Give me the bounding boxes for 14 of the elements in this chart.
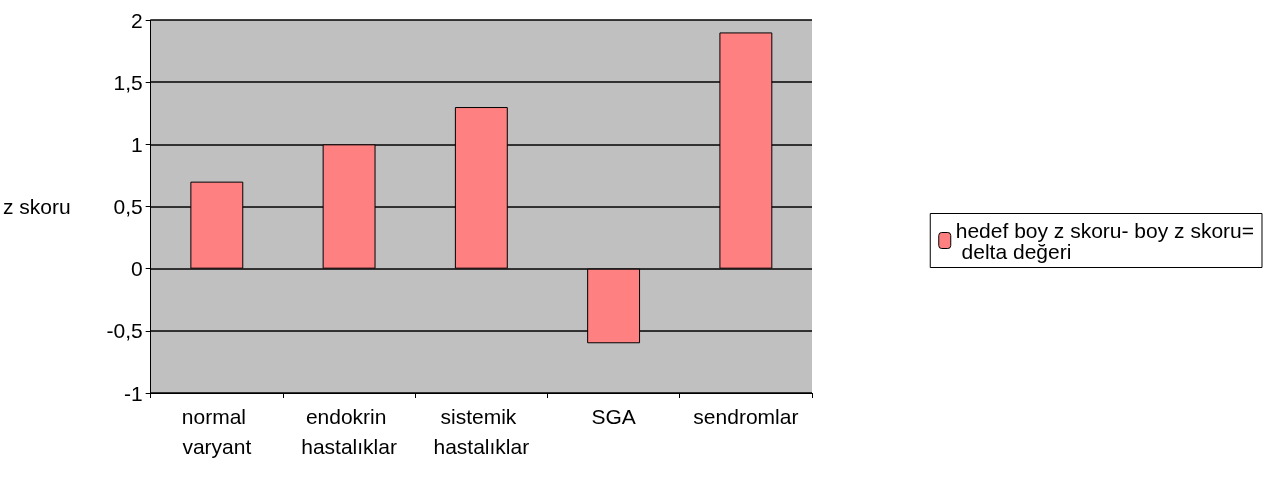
y-tick-label: 1 [131, 132, 143, 156]
y-tick-label: 1,5 [113, 70, 143, 94]
y-tick-label: -1 [124, 381, 143, 405]
x-tick-label: endokrin hastalıklar [301, 404, 397, 458]
y-tick-label: 0 [131, 257, 143, 281]
x-tick-label: sistemik hastalıklar [433, 404, 530, 458]
y-tick-label: 2 [131, 8, 143, 32]
legend-label: hedef boy z skoru- boy z skoru= delta değeri [955, 218, 1255, 263]
y-tick-label: 0,5 [113, 195, 143, 218]
x-tick-label: sendromlar [693, 404, 799, 428]
y-tick-label: -0,5 [106, 319, 143, 343]
x-tick-label: normal varyant [181, 404, 252, 458]
y-axis-title: z skoru [3, 195, 71, 218]
x-tick-label: SGA [591, 404, 636, 428]
